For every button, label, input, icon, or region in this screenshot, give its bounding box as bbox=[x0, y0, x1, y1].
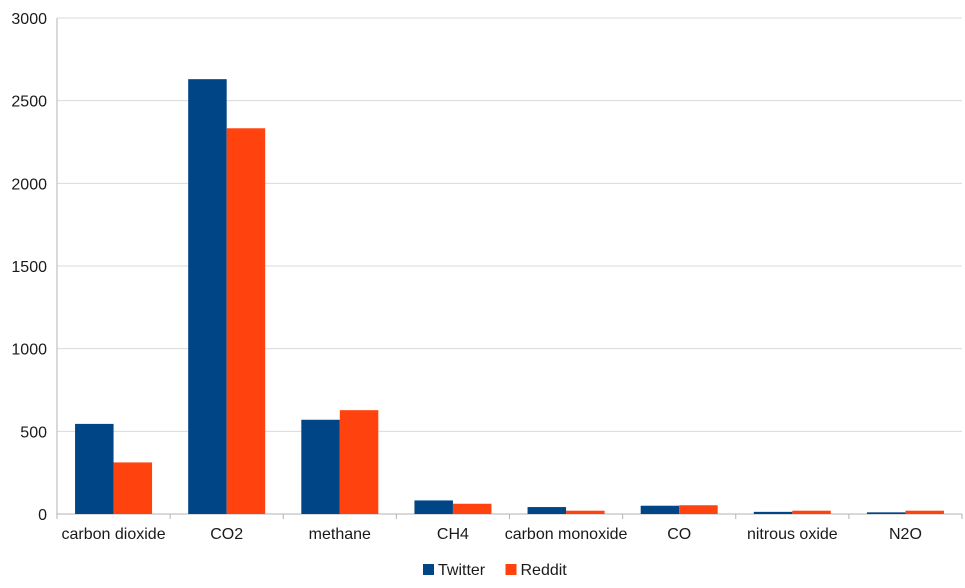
x-tick-label: CH4 bbox=[437, 526, 469, 543]
bar-reddit-8 bbox=[905, 510, 944, 514]
x-axis-ticks: carbon dioxide CO2 methane CH4 carbon monoxi… bbox=[56, 514, 963, 543]
legend: Twitter Reddit bbox=[423, 562, 567, 579]
bar-twitter-3 bbox=[301, 419, 340, 514]
bar-reddit-5 bbox=[566, 510, 605, 514]
bar-twitter-2 bbox=[188, 79, 227, 515]
bars bbox=[75, 79, 944, 515]
y-axis-ticks: 0 500 1000 1500 2000 2500 3000 bbox=[11, 11, 47, 524]
bar-twitter-1 bbox=[75, 423, 114, 514]
y-tick-label: 0 bbox=[38, 507, 47, 524]
legend-label-reddit: Reddit bbox=[521, 562, 568, 579]
bar-twitter-5 bbox=[527, 507, 567, 514]
bar-reddit-3 bbox=[339, 410, 379, 514]
bar-reddit-2 bbox=[226, 128, 266, 514]
x-tick-label: CO2 bbox=[210, 526, 243, 543]
y-tick-label: 2000 bbox=[11, 176, 47, 193]
y-tick-label: 1000 bbox=[11, 342, 47, 359]
bar-twitter-8 bbox=[866, 512, 906, 514]
x-tick-label: carbon dioxide bbox=[62, 526, 166, 543]
bar-twitter-7 bbox=[753, 511, 793, 514]
legend-swatch-reddit bbox=[505, 564, 517, 575]
legend-label-twitter: Twitter bbox=[438, 562, 486, 579]
bar-reddit-1 bbox=[113, 462, 153, 514]
x-tick-label: carbon monoxide bbox=[505, 526, 628, 543]
y-tick-label: 500 bbox=[20, 424, 47, 441]
bar-twitter-4 bbox=[414, 500, 453, 514]
legend-swatch-twitter bbox=[423, 564, 434, 575]
bar-twitter-6 bbox=[640, 505, 680, 514]
y-tick-label: 3000 bbox=[11, 11, 47, 28]
bar-reddit-4 bbox=[452, 503, 492, 514]
bar-reddit-7 bbox=[792, 510, 831, 514]
x-tick-label: methane bbox=[309, 526, 371, 543]
y-tick-label: 2500 bbox=[11, 94, 47, 111]
bar-reddit-6 bbox=[679, 505, 718, 514]
x-tick-label: N2O bbox=[889, 526, 922, 543]
x-tick-label: CO bbox=[667, 526, 691, 543]
y-tick-label: 1500 bbox=[11, 259, 47, 276]
x-tick-label: nitrous oxide bbox=[747, 526, 838, 543]
